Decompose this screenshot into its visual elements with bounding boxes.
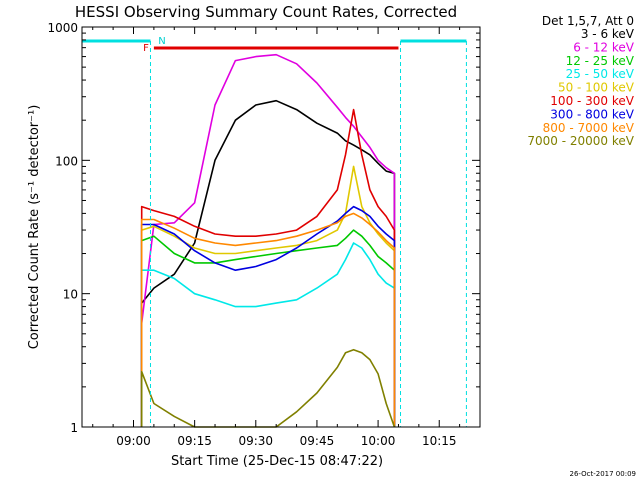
x-tick-label-1: 09:15 [177,434,212,448]
series-line-5 [140,108,396,427]
x-axis-label: Start Time (25-Dec-15 08:47:22) [171,454,383,469]
x-tick-label-4: 10:00 [361,434,396,448]
y-tick-label-0: 1 [70,421,78,435]
footer-date: 26-Oct-2017 00:09 [570,470,636,478]
y-axis-label: Corrected Count Rate (s⁻¹ detector⁻¹) [27,105,42,350]
legend-item-5: 100 - 300 keV [550,94,634,108]
legend-item-3: 25 - 50 keV [566,67,635,81]
x-tick-label-0: 09:00 [116,434,151,448]
series-line-1 [140,53,396,427]
chart-title: HESSI Observing Summary Count Rates, Cor… [75,3,457,21]
y-tick-label-1: 10 [63,288,78,302]
series-line-2 [140,229,396,427]
plot-frame [81,26,481,428]
series-line-4 [140,165,396,427]
legend-item-7: 800 - 7000 keV [543,121,635,135]
y-tick-label-3: 1000 [47,21,78,35]
data-lines [140,53,396,428]
x-tick-label-2: 09:30 [238,434,273,448]
series-line-7 [140,212,396,427]
legend-item-6: 300 - 800 keV [550,107,634,121]
flag-f: F [143,43,149,54]
x-tick-label-3: 09:45 [300,434,335,448]
x-tick-label-5: 10:15 [422,434,457,448]
series-line-3 [140,242,396,427]
legend-item-0: 3 - 6 keV [581,27,635,41]
legend-title: Det 1,5,7, Att 0 [542,14,634,28]
legend-item-8: 7000 - 20000 keV [527,134,634,148]
legend-item-1: 6 - 12 keV [573,40,635,54]
legend-item-4: 50 - 100 keV [558,81,635,95]
series-line-0 [140,99,396,427]
axis-ticks: 09:00 09:15 09:30 09:45 10:00 10:15 1 10 100 1000 [47,21,481,448]
flag-n: N [158,36,165,47]
y-tick-label-2: 100 [55,154,78,168]
series-line-6 [140,205,396,427]
legend-item-2: 12 - 25 keV [566,54,635,68]
series-line-8 [140,348,396,428]
